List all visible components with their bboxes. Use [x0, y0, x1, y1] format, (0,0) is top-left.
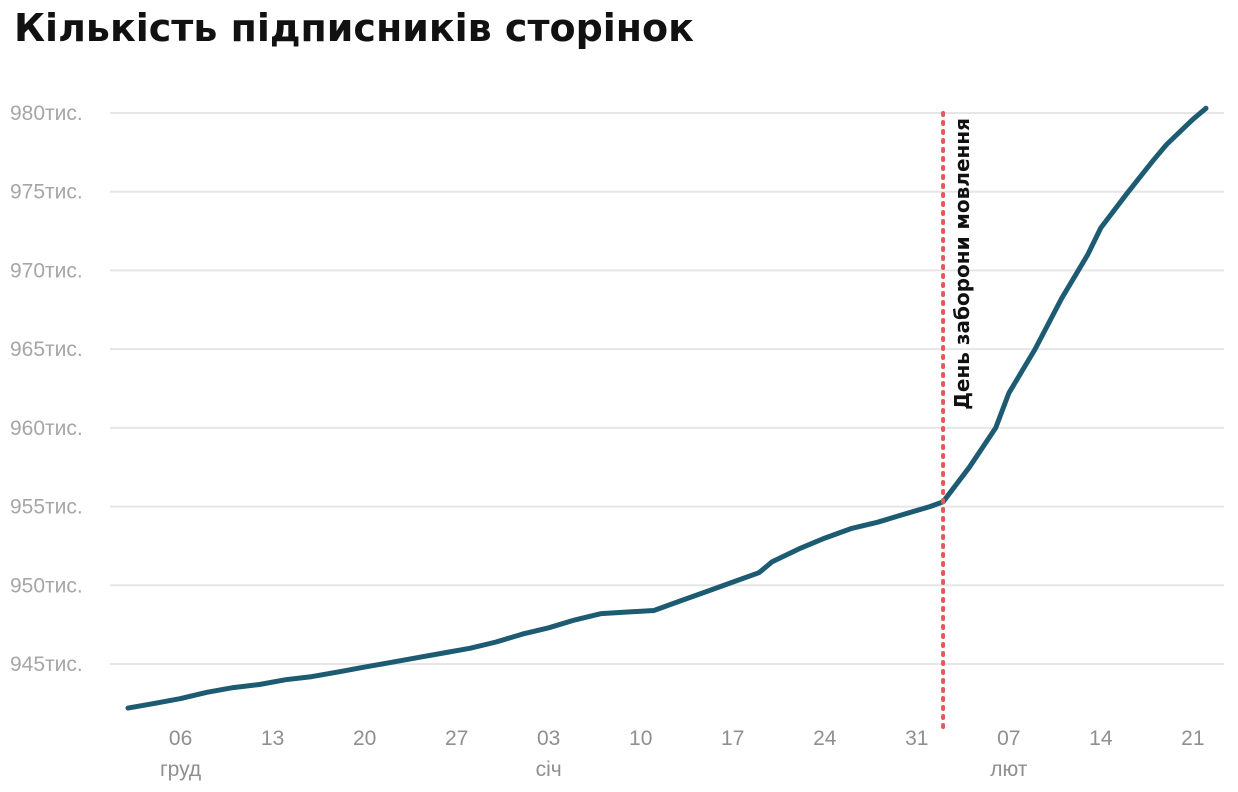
month-labels: груд січ лют — [160, 758, 1028, 781]
y-tick-label: 980тис. — [10, 102, 83, 125]
month-label: груд — [160, 758, 201, 781]
x-tick-label: 06 — [169, 727, 192, 750]
y-tick-label: 965тис. — [10, 338, 83, 361]
y-tick-label: 960тис. — [10, 417, 83, 440]
x-tick-label: 13 — [261, 727, 284, 750]
chart-title: Кількість підписників сторінок — [14, 6, 694, 50]
gridlines — [110, 112, 1224, 665]
month-label: січ — [536, 758, 562, 781]
x-tick-label: 27 — [445, 727, 468, 750]
x-tick-label: 07 — [997, 727, 1020, 750]
x-tick-label: 17 — [721, 727, 744, 750]
x-tick-label: 24 — [813, 727, 837, 750]
x-tick-label: 10 — [629, 727, 652, 750]
x-tick-label: 20 — [353, 727, 376, 750]
x-axis: 06 13 20 27 03 10 17 24 31 07 14 21 — [169, 727, 1205, 750]
x-tick-label: 14 — [1089, 727, 1113, 750]
series-line — [125, 105, 1209, 711]
y-tick-label: 945тис. — [10, 653, 83, 676]
annotation-layer: День заборони мовлення — [941, 111, 974, 730]
y-axis: 945тис. 950тис. 955тис. 960тис. 965тис. 970ти… — [10, 102, 83, 676]
x-tick-label: 03 — [537, 727, 560, 750]
annotation-label: День заборони мовлення — [950, 118, 974, 410]
y-tick-label: 970тис. — [10, 259, 83, 282]
x-tick-label: 31 — [905, 727, 928, 750]
y-tick-label: 955тис. — [10, 496, 83, 519]
month-label: лют — [990, 758, 1028, 781]
y-tick-label: 975тис. — [10, 181, 83, 204]
series-layer — [125, 105, 1209, 711]
x-tick-label: 21 — [1181, 727, 1204, 750]
y-tick-label: 950тис. — [10, 574, 83, 597]
